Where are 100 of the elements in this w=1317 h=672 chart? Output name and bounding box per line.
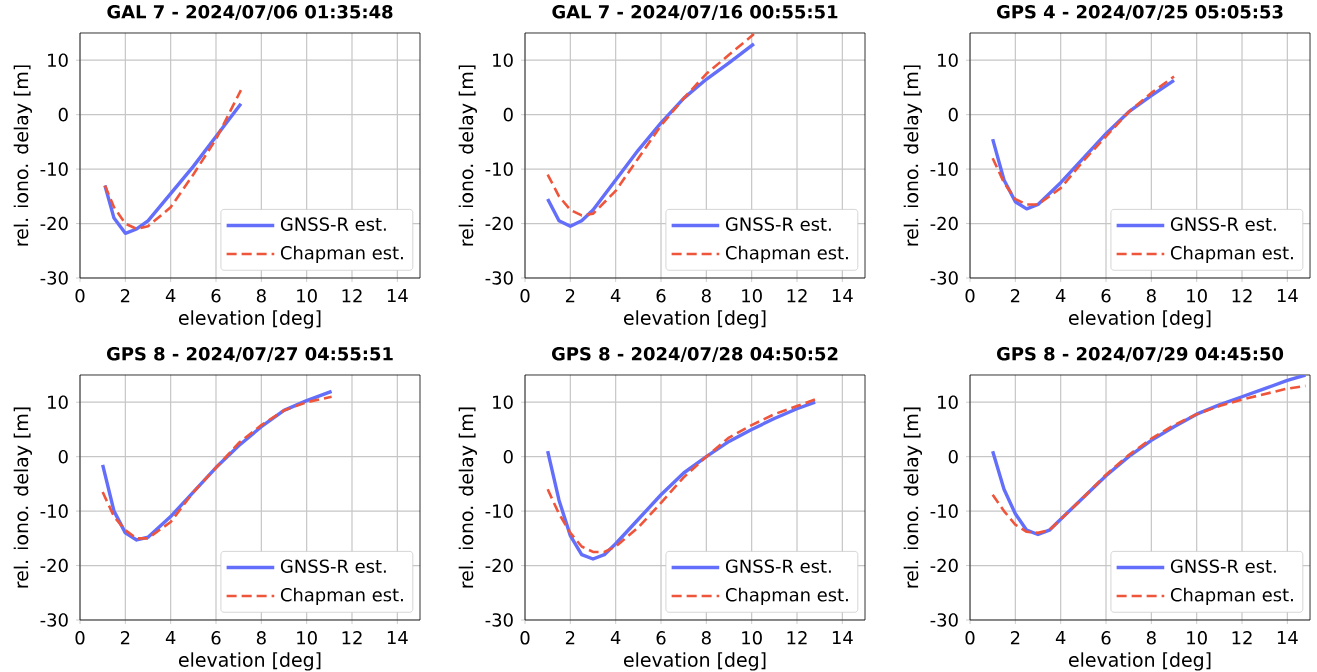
x-tick-label: 14 <box>832 631 853 645</box>
legend-label: GNSS-R est. <box>1170 217 1276 231</box>
x-tick-label: 10 <box>1187 631 1207 645</box>
x-tick-label: 12 <box>787 631 807 645</box>
legend-label: Chapman est. <box>280 587 403 605</box>
y-tick-label: 0 <box>58 449 68 464</box>
y-tick-label: 10 <box>48 53 68 67</box>
x-tick-label: 14 <box>387 289 408 303</box>
x-tick-label: 0 <box>965 631 975 645</box>
x-axis-title: elevation [deg] <box>1069 652 1211 671</box>
x-tick-label: 4 <box>165 289 176 303</box>
x-tick-label: 2 <box>1010 631 1020 645</box>
x-tick-label: 8 <box>256 289 266 303</box>
y-tick-label: 10 <box>938 395 958 409</box>
x-tick-label: 2 <box>120 289 130 303</box>
chart-title: GPS 8 - 2024/07/27 04:55:51 <box>107 347 393 362</box>
y-tick-label: -10 <box>930 162 958 176</box>
x-tick-label: 14 <box>387 631 408 645</box>
x-tick-label: 10 <box>297 631 317 645</box>
x-tick-label: 14 <box>1277 631 1298 645</box>
chart-title: GAL 7 - 2024/07/16 00:55:51 <box>552 5 838 20</box>
legend-label: GNSS-R est. <box>280 559 386 573</box>
y-tick-label: 10 <box>493 53 513 67</box>
y-tick-label: -20 <box>930 216 958 231</box>
x-tick-label: 2 <box>565 289 575 303</box>
y-axis-title: rel. iono. delay [m] <box>458 65 477 246</box>
legend-label: Chapman est. <box>725 587 848 605</box>
x-axis-title: elevation [deg] <box>178 310 321 329</box>
x-tick-label: 12 <box>342 289 362 303</box>
y-tick-label: -20 <box>930 558 958 573</box>
y-tick-label: 10 <box>938 53 958 67</box>
x-tick-label: 0 <box>965 289 975 303</box>
y-tick-label: 10 <box>493 395 513 409</box>
x-axis-title: elevation [deg] <box>624 310 766 329</box>
chart-title: GPS 8 - 2024/07/28 04:50:52 <box>552 347 838 362</box>
x-tick-label: 0 <box>75 631 85 645</box>
x-tick-label: 4 <box>610 289 621 303</box>
x-axis-title: elevation [deg] <box>624 652 766 671</box>
y-tick-label: -10 <box>40 504 68 518</box>
x-tick-label: 14 <box>1277 289 1298 303</box>
x-tick-label: 8 <box>701 631 711 645</box>
x-tick-label: 6 <box>656 289 666 303</box>
y-tick-label: 0 <box>503 107 513 122</box>
y-tick-label: -30 <box>930 271 958 285</box>
y-axis-title: rel. iono. delay [m] <box>903 407 922 588</box>
y-tick-label: -20 <box>485 558 513 573</box>
x-axis-title: elevation [deg] <box>178 652 321 671</box>
x-tick-label: 2 <box>565 631 575 645</box>
y-tick-label: -30 <box>40 613 68 627</box>
legend-label: Chapman est. <box>1170 245 1293 263</box>
x-tick-label: 4 <box>610 631 621 645</box>
legend-label: GNSS-R est. <box>725 559 831 573</box>
x-tick-label: 6 <box>211 289 221 303</box>
x-tick-label: 10 <box>742 631 762 645</box>
x-axis-title: elevation [deg] <box>1069 310 1211 329</box>
y-tick-label: -30 <box>40 271 68 285</box>
x-tick-label: 8 <box>256 631 266 645</box>
x-tick-label: 2 <box>1010 289 1020 303</box>
y-axis-title: rel. iono. delay [m] <box>903 65 922 246</box>
x-tick-label: 0 <box>520 289 530 303</box>
x-tick-label: 14 <box>832 289 853 303</box>
y-tick-label: -20 <box>40 216 68 231</box>
x-tick-label: 8 <box>701 289 711 303</box>
x-tick-label: 4 <box>1055 289 1066 303</box>
x-tick-label: 0 <box>75 289 85 303</box>
x-tick-label: 10 <box>742 289 762 303</box>
x-tick-label: 0 <box>520 631 530 645</box>
y-axis-title: rel. iono. delay [m] <box>458 407 477 588</box>
x-tick-label: 10 <box>1187 289 1207 303</box>
x-tick-label: 2 <box>120 631 130 645</box>
x-tick-label: 12 <box>787 289 807 303</box>
x-tick-label: 8 <box>1146 289 1156 303</box>
y-tick-label: 0 <box>58 107 68 122</box>
x-tick-label: 6 <box>1101 631 1111 645</box>
legend-label: GNSS-R est. <box>1170 559 1276 573</box>
y-tick-label: -20 <box>40 558 68 573</box>
y-tick-label: 0 <box>948 107 958 122</box>
legend-label: Chapman est. <box>280 245 403 263</box>
x-tick-label: 4 <box>1055 631 1066 645</box>
chart-title: GPS 4 - 2024/07/25 05:05:53 <box>997 5 1283 20</box>
x-tick-label: 6 <box>656 631 666 645</box>
chart-title: GPS 8 - 2024/07/29 04:45:50 <box>997 347 1284 362</box>
y-tick-label: -30 <box>485 271 513 285</box>
y-tick-label: 10 <box>48 395 68 409</box>
y-tick-label: -10 <box>40 162 68 176</box>
y-tick-label: -10 <box>485 162 513 176</box>
x-tick-label: 12 <box>1232 631 1252 645</box>
legend-label: Chapman est. <box>1170 587 1293 605</box>
legend-label: GNSS-R est. <box>280 217 386 231</box>
y-tick-label: 0 <box>503 449 513 464</box>
x-tick-label: 8 <box>1146 631 1156 645</box>
x-tick-label: 10 <box>297 289 317 303</box>
legend-label: GNSS-R est. <box>725 217 831 231</box>
y-tick-label: -30 <box>485 613 513 627</box>
chart-title: GAL 7 - 2024/07/06 01:35:48 <box>107 5 393 20</box>
legend-label: Chapman est. <box>725 245 848 263</box>
x-tick-label: 4 <box>165 631 176 645</box>
y-tick-label: 0 <box>948 449 958 464</box>
y-axis-title: rel. iono. delay [m] <box>13 65 32 246</box>
y-tick-label: -10 <box>930 504 958 518</box>
